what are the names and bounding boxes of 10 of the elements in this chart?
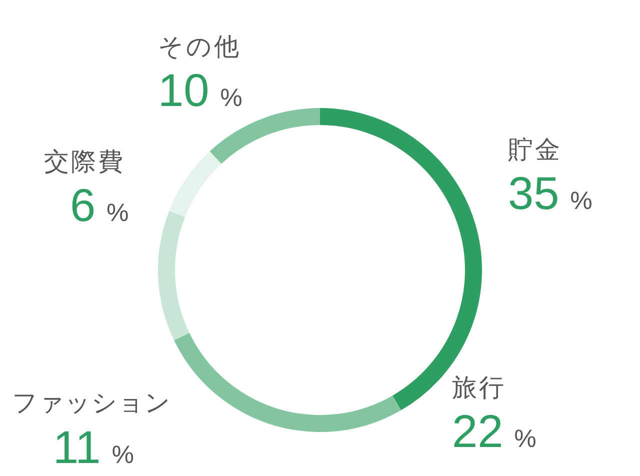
data-label: 22 % (452, 405, 536, 457)
data-label: 10 % (158, 64, 242, 116)
slice-label: 交際費 (44, 148, 125, 176)
slice-label: 貯金 (508, 136, 562, 164)
slice-label: ファッション (12, 389, 171, 417)
slice-label: その他 (158, 33, 241, 61)
slice-label: 旅行 (452, 374, 506, 402)
data-label: 6 % (70, 179, 129, 231)
data-label: 35 % (508, 167, 592, 219)
data-label: 11 % (53, 421, 134, 473)
